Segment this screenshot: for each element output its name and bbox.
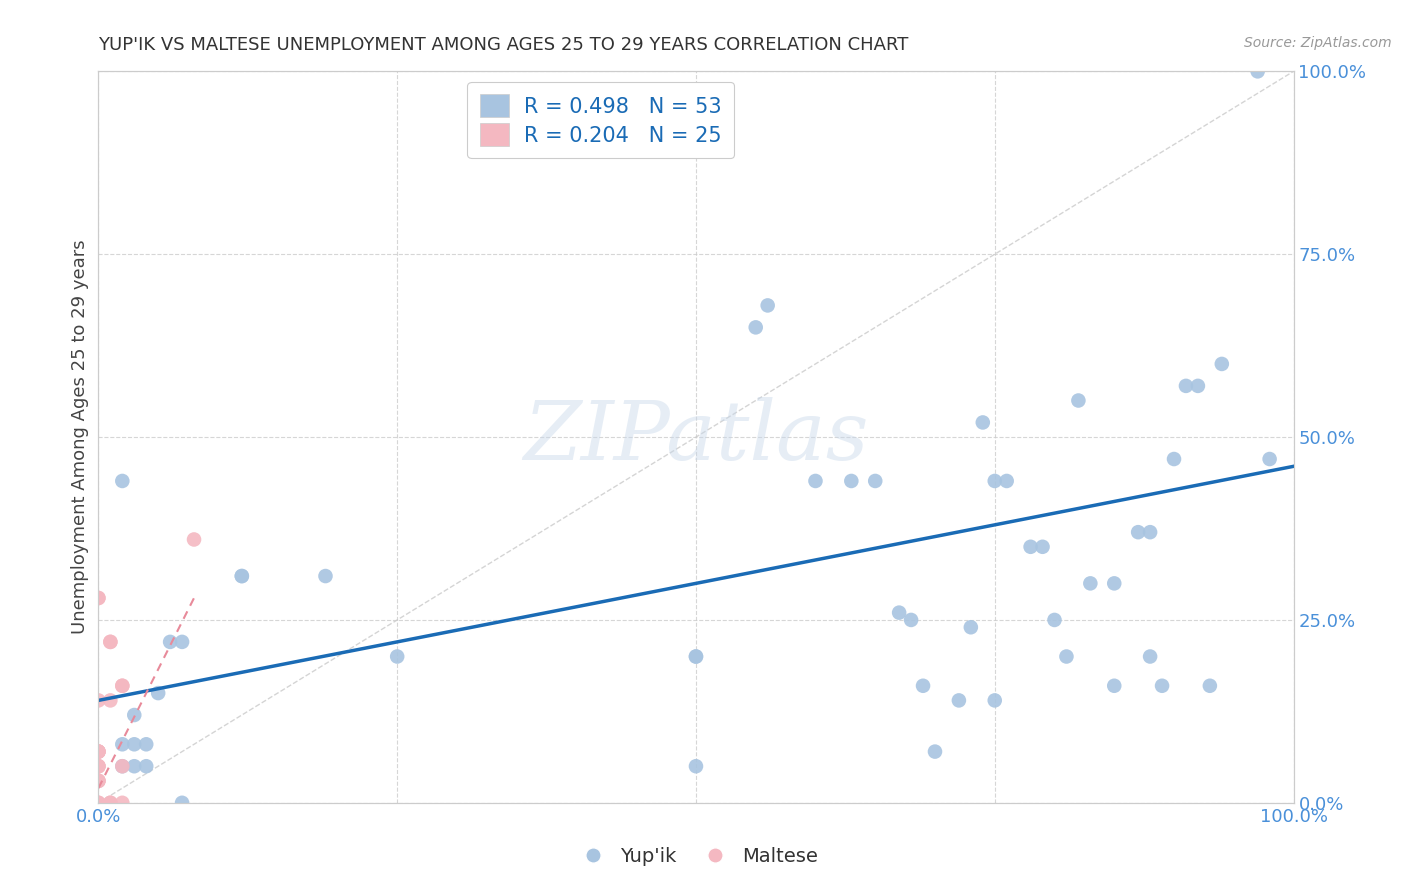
Point bbox=[1043, 613, 1066, 627]
Point bbox=[172, 796, 194, 810]
Point bbox=[959, 620, 981, 634]
Point bbox=[87, 745, 110, 759]
Point bbox=[1187, 379, 1209, 393]
Point bbox=[87, 591, 110, 605]
Point bbox=[1128, 525, 1150, 540]
Point bbox=[183, 533, 205, 547]
Point bbox=[98, 693, 122, 707]
Point bbox=[87, 745, 110, 759]
Y-axis label: Unemployment Among Ages 25 to 29 years: Unemployment Among Ages 25 to 29 years bbox=[70, 240, 89, 634]
Point bbox=[1163, 452, 1185, 467]
Point bbox=[111, 759, 134, 773]
Point bbox=[111, 737, 134, 751]
Point bbox=[87, 759, 110, 773]
Point bbox=[1102, 679, 1125, 693]
Point bbox=[804, 474, 827, 488]
Point bbox=[159, 635, 181, 649]
Text: YUP'IK VS MALTESE UNEMPLOYMENT AMONG AGES 25 TO 29 YEARS CORRELATION CHART: YUP'IK VS MALTESE UNEMPLOYMENT AMONG AGE… bbox=[98, 36, 908, 54]
Point bbox=[87, 759, 110, 773]
Point bbox=[98, 635, 122, 649]
Point bbox=[1102, 576, 1125, 591]
Point bbox=[1175, 379, 1198, 393]
Point bbox=[1211, 357, 1233, 371]
Point bbox=[231, 569, 253, 583]
Point bbox=[863, 474, 887, 488]
Point bbox=[87, 745, 110, 759]
Point bbox=[98, 796, 122, 810]
Point bbox=[124, 737, 146, 751]
Point bbox=[231, 569, 253, 583]
Point bbox=[1246, 64, 1268, 78]
Point bbox=[841, 474, 863, 488]
Point bbox=[1139, 525, 1161, 540]
Point bbox=[1054, 649, 1078, 664]
Point bbox=[995, 474, 1018, 488]
Point bbox=[1019, 540, 1042, 554]
Point bbox=[98, 635, 122, 649]
Point bbox=[1258, 452, 1281, 467]
Point bbox=[87, 745, 110, 759]
Text: ZIPatlas: ZIPatlas bbox=[523, 397, 869, 477]
Point bbox=[98, 796, 122, 810]
Point bbox=[972, 416, 994, 430]
Point bbox=[87, 591, 110, 605]
Point bbox=[111, 679, 134, 693]
Point bbox=[87, 759, 110, 773]
Point bbox=[745, 320, 768, 334]
Point bbox=[87, 796, 110, 810]
Point bbox=[315, 569, 337, 583]
Point bbox=[111, 759, 134, 773]
Point bbox=[889, 606, 911, 620]
Point bbox=[1139, 649, 1161, 664]
Point bbox=[900, 613, 922, 627]
Point bbox=[756, 298, 779, 312]
Point bbox=[685, 649, 707, 664]
Point bbox=[111, 796, 134, 810]
Point bbox=[1150, 679, 1173, 693]
Point bbox=[984, 474, 1007, 488]
Point bbox=[685, 759, 707, 773]
Point bbox=[1032, 540, 1054, 554]
Point bbox=[87, 693, 110, 707]
Point bbox=[135, 737, 157, 751]
Point bbox=[148, 686, 170, 700]
Point bbox=[1198, 679, 1220, 693]
Point bbox=[87, 796, 110, 810]
Point bbox=[87, 773, 110, 788]
Point bbox=[1080, 576, 1102, 591]
Point bbox=[172, 635, 194, 649]
Point bbox=[924, 745, 946, 759]
Point bbox=[87, 773, 110, 788]
Legend: Yup'ik, Maltese: Yup'ik, Maltese bbox=[565, 839, 827, 873]
Point bbox=[385, 649, 409, 664]
Point bbox=[911, 679, 934, 693]
Point bbox=[135, 759, 157, 773]
Point bbox=[111, 474, 134, 488]
Point bbox=[111, 679, 134, 693]
Point bbox=[87, 773, 110, 788]
Point bbox=[124, 708, 146, 723]
Point bbox=[124, 759, 146, 773]
Point bbox=[984, 693, 1007, 707]
Point bbox=[948, 693, 970, 707]
Point bbox=[685, 649, 707, 664]
Point bbox=[1067, 393, 1090, 408]
Text: Source: ZipAtlas.com: Source: ZipAtlas.com bbox=[1244, 36, 1392, 50]
